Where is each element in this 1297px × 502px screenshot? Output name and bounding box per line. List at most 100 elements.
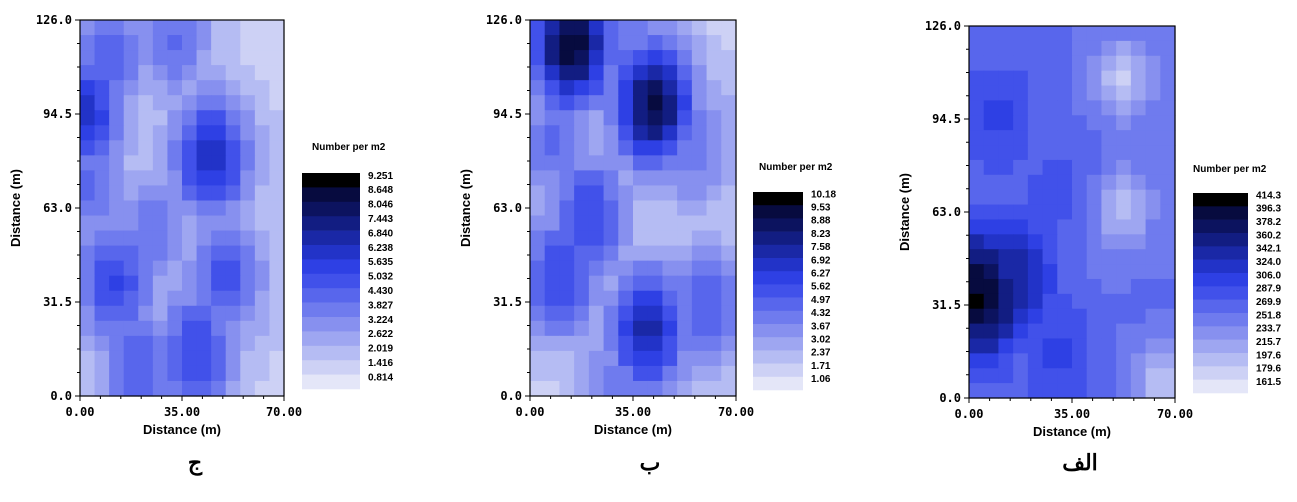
heatmap-cell <box>721 35 737 51</box>
heatmap-cell <box>196 380 212 397</box>
heatmap-cell <box>240 230 256 247</box>
heatmap-cell <box>240 365 256 382</box>
heatmap-cell <box>559 185 575 202</box>
heatmap-cell <box>240 320 256 337</box>
heatmap-cell <box>240 140 256 156</box>
x-tick-label: 70.00 <box>718 405 754 419</box>
heatmap-cell <box>167 95 183 111</box>
heatmap-cell <box>123 290 139 307</box>
heatmap-cell <box>969 189 985 206</box>
heatmap-cell <box>1130 26 1147 42</box>
legend-label: 378.2 <box>1256 217 1281 228</box>
heatmap-cell <box>1101 85 1117 101</box>
heatmap-cell <box>240 110 256 126</box>
heatmap-cell <box>109 200 125 217</box>
heatmap-cell <box>1116 368 1132 384</box>
heatmap-cell <box>588 20 605 36</box>
heatmap-cell <box>182 140 198 156</box>
heatmap-cell <box>1160 278 1176 295</box>
heatmap-cell <box>152 95 169 111</box>
heatmap-cell <box>530 320 546 337</box>
heatmap-cell <box>211 80 227 96</box>
heatmap-cell <box>1086 264 1103 280</box>
legend-swatch <box>302 173 360 188</box>
legend-swatch <box>302 245 360 260</box>
heatmap-cell <box>1086 40 1103 57</box>
heatmap-cell <box>662 80 678 96</box>
heatmap-cell <box>94 380 110 397</box>
heatmap-cell <box>559 365 575 382</box>
heatmap-cell <box>1086 308 1103 325</box>
heatmap-cell <box>269 230 285 247</box>
heatmap-cell <box>1027 26 1044 42</box>
heatmap-cell <box>544 200 561 217</box>
heatmap-cell <box>167 320 183 337</box>
x-axis-title: Distance (m) <box>1033 424 1111 439</box>
heatmap-cell <box>240 350 256 367</box>
heatmap-cell <box>152 275 169 292</box>
heatmap-cell <box>80 35 96 51</box>
heatmap-cell <box>182 155 198 171</box>
heatmap-cell <box>80 110 96 126</box>
heatmap-cell <box>167 155 183 171</box>
heatmap-cell <box>574 185 590 202</box>
heatmap-cell <box>240 200 256 217</box>
heatmap-cell <box>574 230 590 247</box>
heatmap-cell <box>225 140 241 156</box>
heatmap-cell <box>544 290 561 307</box>
heatmap-cell <box>603 365 619 382</box>
heatmap-cell <box>603 35 619 51</box>
heatmap-cell <box>618 380 634 397</box>
heatmap-cell <box>677 50 693 66</box>
heatmap-cell <box>1086 249 1103 265</box>
legend-label: 414.3 <box>1256 190 1281 201</box>
heatmap-cell <box>1072 100 1088 116</box>
heatmap-cell <box>1116 26 1132 42</box>
heatmap-cell <box>1072 219 1088 235</box>
legend-label: 5.032 <box>368 272 393 283</box>
heatmap-cell <box>1130 55 1147 72</box>
heatmap-cell <box>196 365 212 382</box>
heatmap-cell <box>706 170 722 187</box>
heatmap-cell <box>647 260 664 277</box>
heatmap-cell <box>1086 219 1103 235</box>
heatmap-cell <box>530 65 546 81</box>
heatmap-cell <box>1116 323 1132 340</box>
heatmap-cell <box>662 380 678 397</box>
heatmap-cell <box>647 125 664 141</box>
heatmap-cell <box>1160 338 1176 354</box>
heatmap-cell <box>544 110 561 126</box>
heatmap-cell <box>167 200 183 217</box>
heatmap-cell <box>123 185 139 202</box>
heatmap-cell <box>152 200 169 217</box>
legend-label: 1.71 <box>811 361 831 372</box>
heatmap-cell <box>240 380 256 397</box>
heatmap-cell <box>196 140 212 156</box>
chart-svg-jim: 0.0 31.5 63.0 94.5 126.0 0.00 35.00 70.00 Distan… <box>8 13 393 437</box>
heatmap-cell <box>691 95 708 111</box>
heatmap-cell <box>998 70 1014 87</box>
heatmap-cell <box>1057 115 1073 131</box>
heatmap-cell <box>691 35 708 51</box>
heatmap-cell <box>138 230 154 247</box>
heatmap-cell <box>254 20 271 36</box>
heatmap-cell <box>530 365 546 382</box>
heatmap-cell <box>152 230 169 247</box>
heatmap-cell <box>1130 85 1147 101</box>
heatmap-cell <box>998 204 1014 221</box>
heatmap-cell <box>618 200 634 217</box>
heatmap-cell <box>182 80 198 96</box>
heatmap-cell <box>721 200 737 217</box>
heatmap-cell <box>530 155 546 171</box>
heatmap-cell <box>588 50 605 66</box>
heatmap-cell <box>80 155 96 171</box>
heatmap-cell <box>1013 249 1029 265</box>
heatmap-cell <box>1042 130 1058 146</box>
heatmap-cell <box>138 335 154 352</box>
heatmap-cell <box>240 20 256 36</box>
heatmap-cell <box>138 305 154 322</box>
heatmap-cell <box>647 245 664 262</box>
heatmap-cell <box>633 65 649 81</box>
heatmap-cell <box>240 290 256 307</box>
legend-swatch <box>753 363 803 378</box>
